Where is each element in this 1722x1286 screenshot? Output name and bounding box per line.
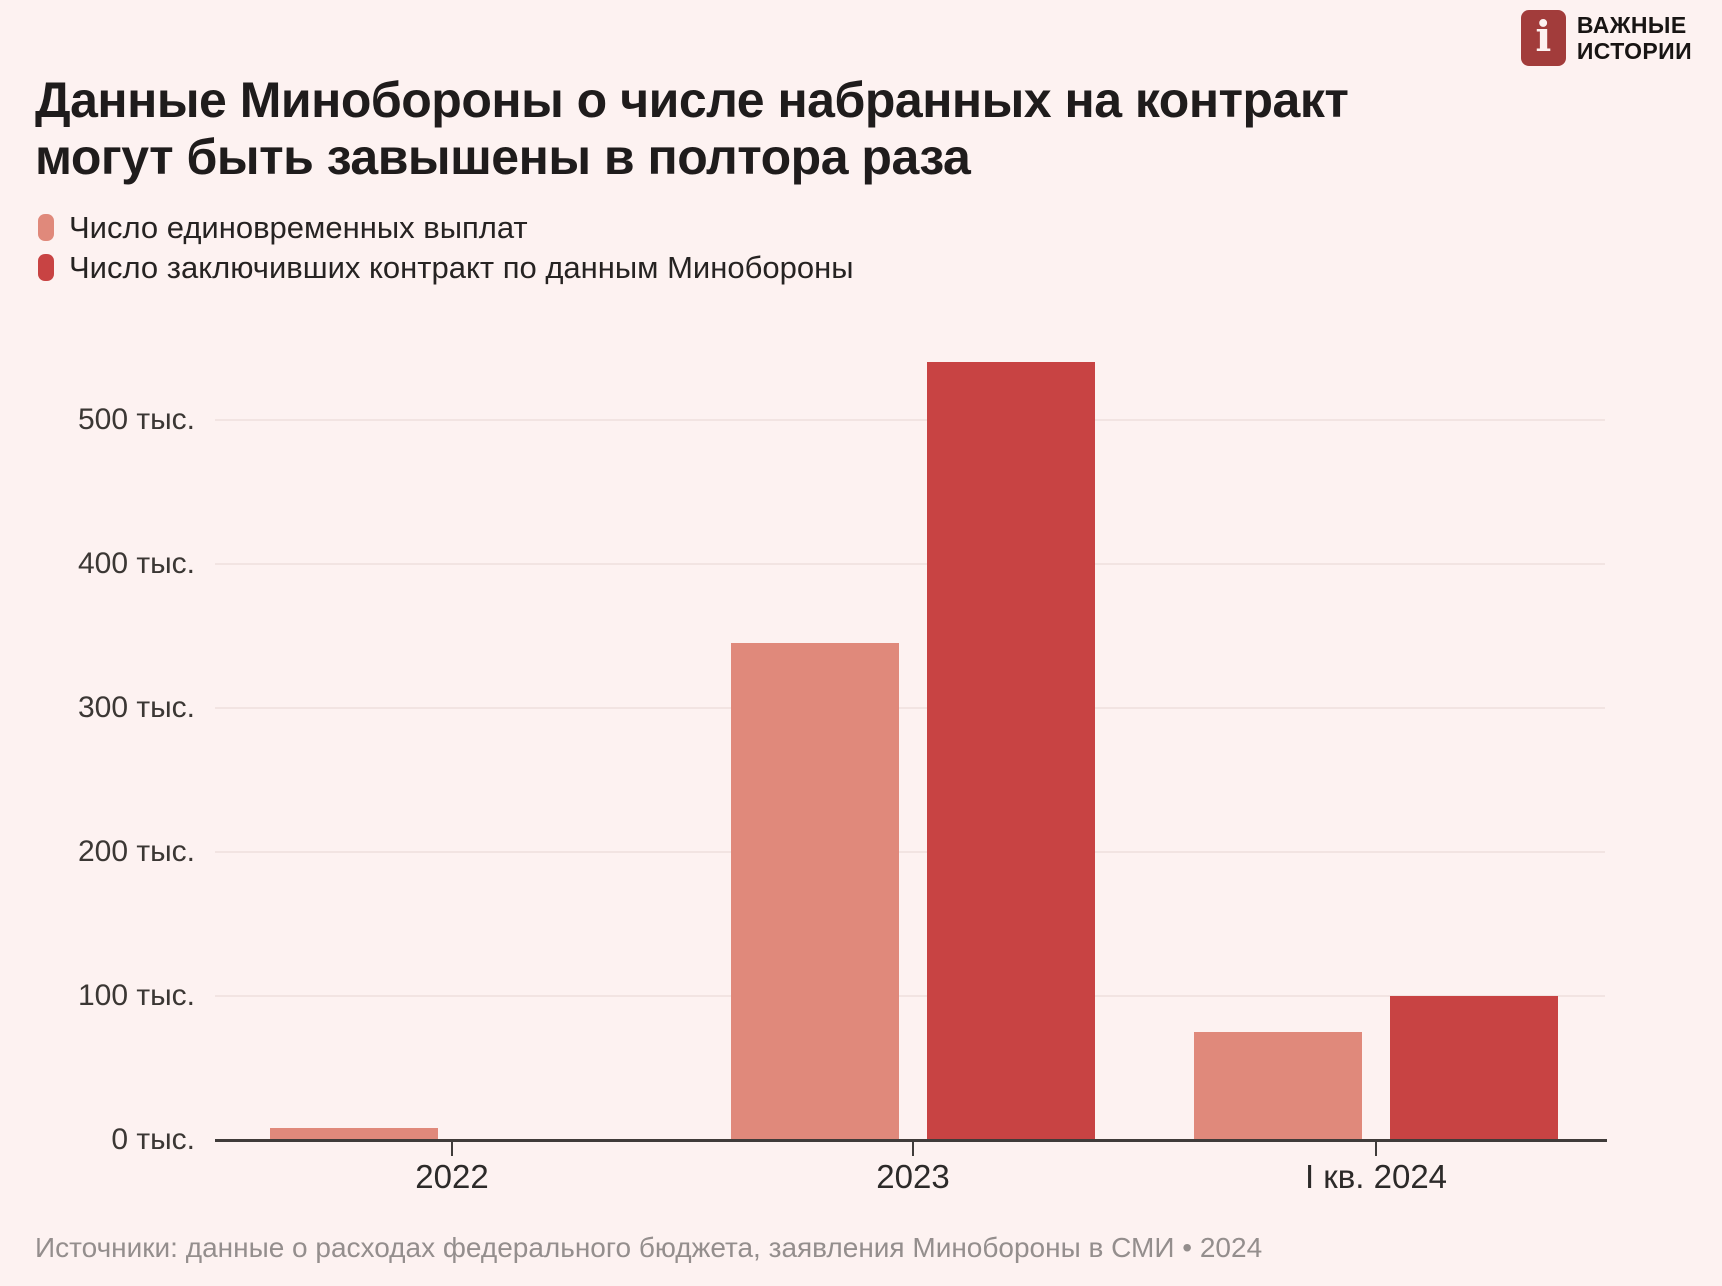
source-note: Источники: данные о расходах федеральног… <box>35 1232 1263 1263</box>
gridline-400 <box>215 563 1605 565</box>
bar-series2-I кв. 2024 <box>1390 996 1558 1140</box>
legend: Число единовременных выплат Число заключ… <box>38 212 854 292</box>
gridline-300 <box>215 707 1605 709</box>
gridline-500 <box>215 419 1605 421</box>
logo-wordmark: ВАЖНЫЕ ИСТОРИИ <box>1577 10 1692 65</box>
x-tick-2023 <box>912 1141 914 1156</box>
x-axis-label-2022: 2022 <box>415 1158 489 1195</box>
chart-title: Данные Минобороны о числе набранных на к… <box>35 72 1349 185</box>
y-axis-label-100: 100 тыс. <box>77 979 195 1012</box>
x-axis-line <box>215 1139 1607 1142</box>
legend-item-contracts: Число заключивших контракт по данным Мин… <box>38 252 854 283</box>
logo-i-icon: i <box>1520 10 1566 66</box>
legend-item-payments: Число единовременных выплат <box>38 212 854 243</box>
logo-line2: ИСТОРИИ <box>1576 37 1692 64</box>
bar-series2-2023 <box>927 362 1095 1140</box>
legend-label-payments: Число единовременных выплат <box>69 210 528 245</box>
y-axis-label-400: 400 тыс. <box>77 547 195 580</box>
x-tick-I кв. 2024 <box>1375 1141 1377 1156</box>
y-axis-label-300: 300 тыс. <box>77 691 195 724</box>
legend-swatch-payments <box>38 214 54 241</box>
legend-label-contracts: Число заключивших контракт по данным Мин… <box>69 250 854 285</box>
important-stories-logo[interactable]: i ВАЖНЫЕ ИСТОРИИ <box>1520 10 1692 66</box>
bar-series1-2022 <box>270 1128 438 1140</box>
gridline-100 <box>215 995 1605 997</box>
x-tick-2022 <box>451 1141 453 1156</box>
gridline-200 <box>215 851 1605 853</box>
y-axis-label-500: 500 тыс. <box>77 403 195 436</box>
bar-series1-2023 <box>731 643 899 1140</box>
y-axis-label-200: 200 тыс. <box>77 835 195 868</box>
legend-swatch-contracts <box>38 254 54 281</box>
x-axis-label-2023: 2023 <box>876 1158 950 1195</box>
y-axis-label-0: 0 тыс. <box>111 1123 195 1156</box>
x-axis-label-I кв. 2024: I кв. 2024 <box>1304 1158 1448 1195</box>
bar-series1-I кв. 2024 <box>1194 1032 1362 1140</box>
logo-line1: ВАЖНЫЕ <box>1576 12 1687 38</box>
